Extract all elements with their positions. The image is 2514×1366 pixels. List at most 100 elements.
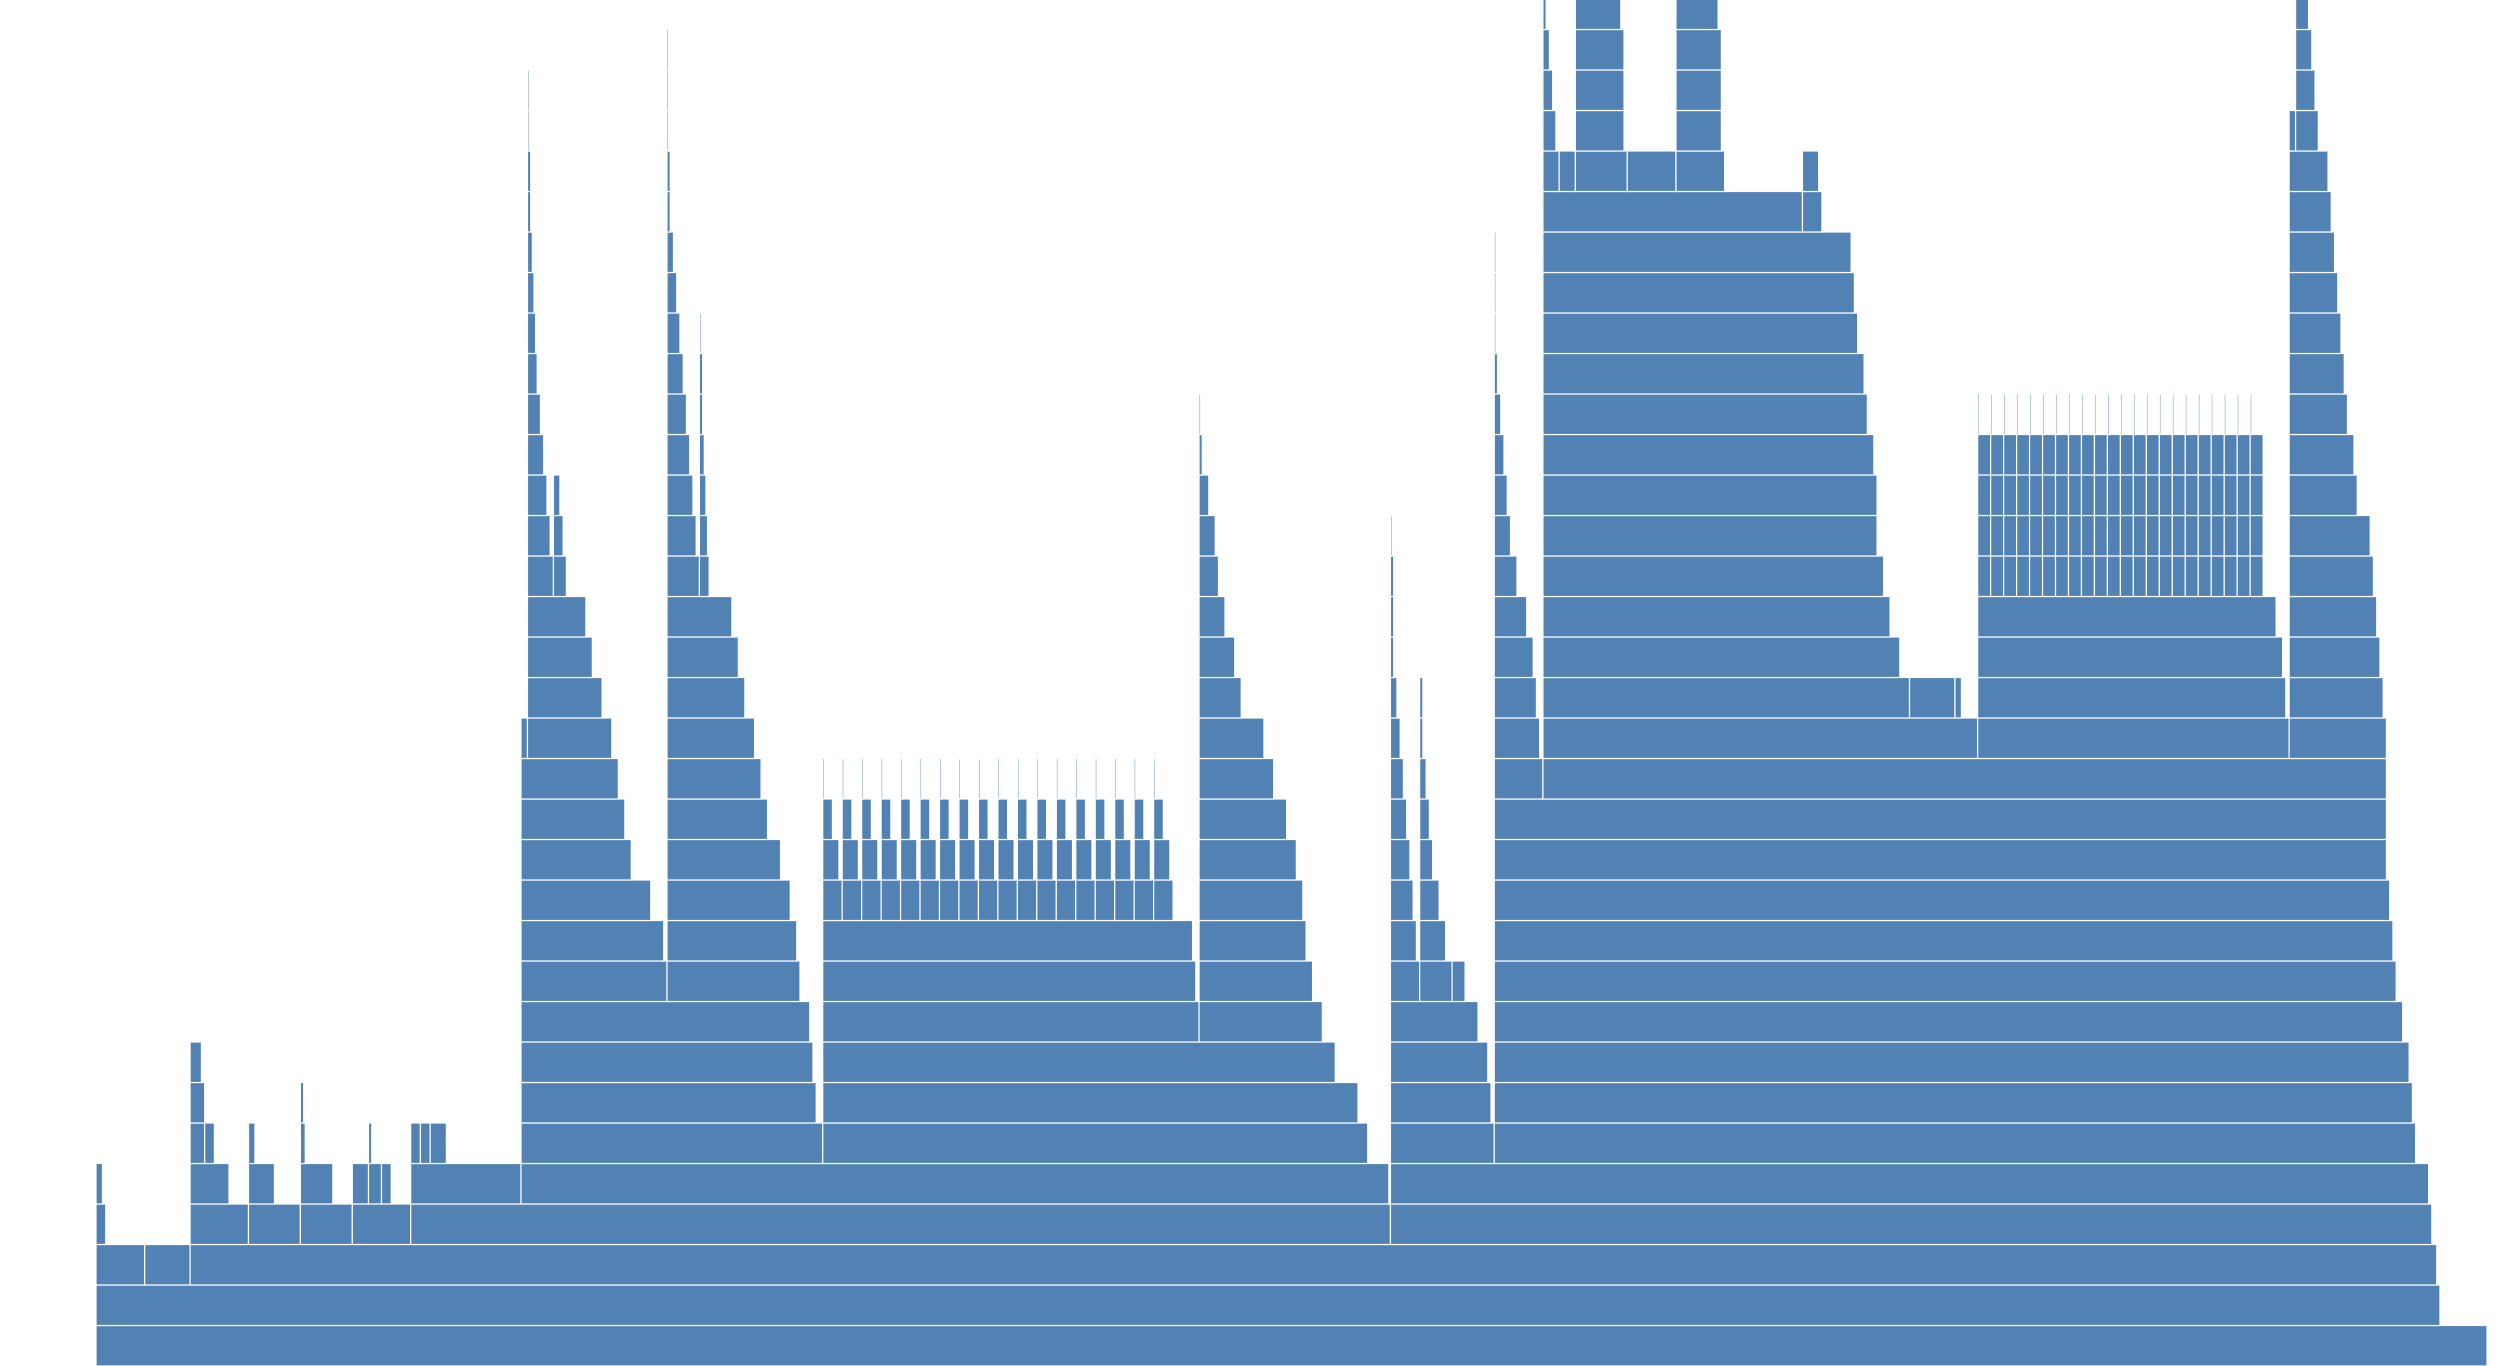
frame xyxy=(1389,717,1401,760)
frame xyxy=(1094,757,1098,800)
frame xyxy=(1542,393,1868,436)
frame xyxy=(1389,960,1421,1003)
frame xyxy=(1542,433,1875,476)
frame xyxy=(1977,433,1992,476)
frame xyxy=(1675,109,1722,152)
frame xyxy=(666,474,694,517)
frame xyxy=(526,231,533,274)
frame xyxy=(2015,393,2019,436)
frame xyxy=(2288,393,2349,436)
frame xyxy=(1389,919,1418,962)
frame xyxy=(520,757,619,800)
frame xyxy=(1493,798,2388,841)
frame xyxy=(1542,555,1885,598)
frame xyxy=(520,717,529,760)
frame xyxy=(2015,474,2031,517)
frame xyxy=(666,312,681,355)
frame xyxy=(2015,514,2031,557)
frame xyxy=(958,798,970,841)
frame xyxy=(938,838,957,881)
frame xyxy=(2054,514,2070,557)
frame xyxy=(1133,879,1155,922)
frame xyxy=(2249,514,2264,557)
frame xyxy=(938,757,942,800)
frame xyxy=(2288,271,2339,314)
frame xyxy=(520,838,632,881)
frame xyxy=(1493,433,1505,476)
frame xyxy=(1198,838,1297,881)
frame xyxy=(1198,393,1202,436)
frame xyxy=(2236,474,2251,517)
frame xyxy=(1493,231,1497,274)
frame xyxy=(698,312,702,355)
frame xyxy=(1493,474,1508,517)
frame xyxy=(1493,1041,2410,1084)
frame xyxy=(419,1122,431,1165)
frame xyxy=(1389,676,1398,719)
frame xyxy=(1574,28,1625,71)
frame xyxy=(2294,69,2316,112)
frame xyxy=(95,1162,104,1205)
frame xyxy=(2145,474,2160,517)
frame xyxy=(1036,879,1057,922)
frame xyxy=(1389,595,1395,638)
frame xyxy=(2197,393,2201,436)
frame xyxy=(1198,960,1314,1003)
frame xyxy=(2067,555,2083,598)
frame xyxy=(1990,474,2005,517)
frame xyxy=(1558,150,1576,193)
frame xyxy=(2210,433,2225,476)
frame xyxy=(666,352,684,395)
frame xyxy=(526,109,530,152)
frame xyxy=(1542,150,1560,193)
frame xyxy=(880,798,892,841)
frame xyxy=(2028,393,2032,436)
frame xyxy=(1016,838,1035,881)
frame xyxy=(526,433,545,476)
frame xyxy=(520,960,668,1003)
frame xyxy=(2015,555,2031,598)
frame xyxy=(2210,393,2214,436)
frame xyxy=(1574,69,1625,112)
frame xyxy=(1389,838,1411,881)
frame xyxy=(1036,757,1040,800)
frame xyxy=(2184,433,2199,476)
frame xyxy=(666,879,791,922)
frame xyxy=(526,271,535,314)
frame xyxy=(1094,838,1113,881)
frame xyxy=(1198,433,1203,476)
frame xyxy=(822,1041,1336,1084)
frame xyxy=(2015,433,2031,476)
frame xyxy=(1675,28,1722,71)
frame xyxy=(526,474,548,517)
frame xyxy=(1419,879,1440,922)
frame xyxy=(2249,555,2264,598)
frame xyxy=(1493,960,2397,1003)
frame xyxy=(2054,433,2070,476)
frame xyxy=(2223,393,2227,436)
frame xyxy=(520,1041,814,1084)
frame xyxy=(822,757,825,800)
frame xyxy=(822,1122,1369,1165)
frame xyxy=(822,960,1197,1003)
frame xyxy=(1075,798,1087,841)
frame xyxy=(1419,798,1430,841)
frame xyxy=(698,352,704,395)
frame xyxy=(2236,514,2251,557)
frame xyxy=(2294,0,2310,31)
frame xyxy=(1675,150,1726,193)
frame xyxy=(861,798,872,841)
frame xyxy=(698,514,709,557)
frame xyxy=(2080,555,2096,598)
frame xyxy=(2080,514,2096,557)
frame xyxy=(526,676,603,719)
frame xyxy=(526,312,537,355)
frame xyxy=(2054,555,2070,598)
frame xyxy=(526,717,613,760)
frame xyxy=(429,1122,447,1165)
frame xyxy=(666,393,688,436)
frame xyxy=(1574,0,1622,31)
frame xyxy=(1198,919,1307,962)
frame xyxy=(2171,433,2186,476)
